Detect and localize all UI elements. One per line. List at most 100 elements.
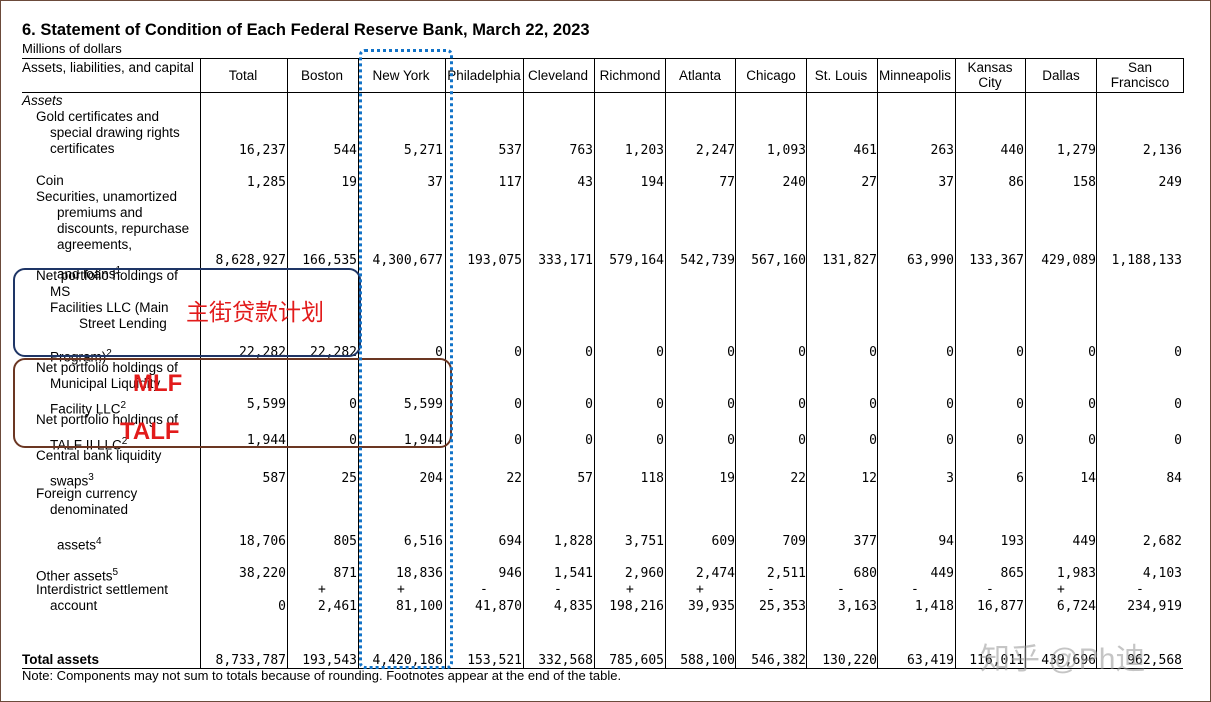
column-divider (523, 58, 524, 669)
cell-other: 2,960 (624, 566, 664, 581)
row-label-foreign: denominated (50, 502, 129, 517)
row-label-securities: discounts, repurchase (57, 221, 190, 236)
footnote-marker: 1 (115, 265, 122, 276)
subtitle: Millions of dollars (22, 41, 122, 56)
cell-securities: 63,990 (907, 253, 954, 268)
settlement-sign: + (626, 582, 634, 597)
footnote-marker: 2 (121, 436, 128, 447)
row-label-swaps: Central bank liquidity (36, 448, 162, 463)
row-label-securities: and loans1 (57, 265, 122, 282)
column-header: Kansas City (967, 60, 1013, 90)
page-title: 6. Statement of Condition of Each Federa… (22, 21, 590, 39)
cell-swaps: 25 (341, 471, 357, 486)
cell-total: 8,733,787 (215, 653, 286, 668)
talf-note-annotation: TALF (120, 418, 180, 445)
cell-talf: 0 (585, 433, 593, 448)
cell-settlement: 3,163 (837, 599, 877, 614)
footnote-marker: 4 (96, 536, 102, 547)
row-label-settlement: account (50, 598, 98, 613)
mlf-note-annotation: MLF (133, 370, 183, 397)
row-label-mlf: Facility LLC2 (50, 400, 127, 417)
row-label-gold: Gold certificates and (36, 109, 160, 124)
cell-settlement: 4,835 (553, 599, 593, 614)
cell-foreign: 377 (853, 534, 877, 549)
cell-coin: 27 (861, 175, 877, 190)
cell-gold: 5,271 (403, 143, 443, 158)
column-divider (665, 58, 666, 669)
table-note: Note: Components may not sum to totals b… (22, 668, 622, 683)
cell-securities: 133,367 (969, 253, 1024, 268)
cell-foreign: 1,828 (553, 534, 593, 549)
row-label-mlf: Net portfolio holdings of (36, 360, 178, 375)
cell-total: 332,568 (538, 653, 593, 668)
cell-talf: 1,944 (403, 433, 443, 448)
cell-other: 2,474 (695, 566, 735, 581)
cell-foreign: 709 (782, 534, 806, 549)
column-header: Atlanta (678, 67, 722, 83)
new-york-dotted-highlight (359, 49, 453, 669)
row-label-securities: premiums and (57, 205, 143, 220)
column-header: St. Louis (814, 67, 868, 83)
row-label-gold: special drawing rights (50, 125, 180, 140)
column-header: New York (372, 67, 430, 83)
cell-securities: 1,188,133 (1111, 253, 1182, 268)
settlement-sign: + (318, 582, 326, 597)
column-header: San Francisco (1110, 60, 1170, 90)
cell-foreign: 94 (938, 534, 954, 549)
cell-talf: 0 (656, 433, 664, 448)
cell-settlement: 2,461 (317, 599, 357, 614)
settlement-sign: - (554, 582, 562, 597)
column-header: Cleveland (527, 67, 589, 83)
row-label-swaps: swaps3 (50, 472, 94, 489)
cell-swaps: 22 (790, 471, 806, 486)
cell-coin: 37 (938, 175, 954, 190)
cell-gold: 544 (333, 143, 357, 158)
cell-mlf: 0 (1174, 397, 1182, 412)
cell-mlf: 0 (1088, 397, 1096, 412)
settlement-sign: - (911, 582, 919, 597)
settlement-sign: + (397, 582, 405, 597)
cell-other: 871 (333, 566, 357, 581)
cell-other: 1,541 (553, 566, 593, 581)
row-label-ms: MS (50, 284, 71, 299)
settlement-sign: + (696, 582, 704, 597)
column-divider (735, 58, 736, 669)
table-bottom-rule (22, 668, 1183, 669)
column-header: Total (228, 67, 258, 83)
cell-talf: 0 (349, 433, 357, 448)
cell-talf: 1,944 (246, 433, 286, 448)
cell-other: 38,220 (239, 566, 286, 581)
cell-coin: 117 (498, 175, 522, 190)
footnote-marker: 2 (120, 400, 127, 411)
footnote-marker: 5 (112, 567, 119, 578)
row-label-total: Total assets (22, 652, 100, 667)
row-label-gold: certificates (50, 141, 115, 156)
cell-securities: 429,089 (1041, 253, 1096, 268)
cell-settlement: 81,100 (396, 599, 443, 614)
cell-foreign: 694 (498, 534, 522, 549)
cell-coin: 158 (1072, 175, 1096, 190)
cell-gold: 1,203 (624, 143, 664, 158)
cell-total: 116,011 (969, 653, 1024, 668)
cell-ms: 0 (798, 345, 806, 360)
column-header: Philadelphia (447, 67, 521, 83)
cell-swaps: 204 (419, 471, 443, 486)
cell-total: 193,543 (302, 653, 357, 668)
cell-foreign: 609 (711, 534, 735, 549)
column-header: Dallas (1042, 67, 1080, 83)
row-label-talf: TALF II LLC2 (50, 436, 128, 453)
cell-foreign: 18,706 (239, 534, 286, 549)
cell-talf: 0 (798, 433, 806, 448)
cell-other: 865 (1000, 566, 1024, 581)
cell-foreign: 193 (1000, 534, 1024, 549)
cell-gold: 2,247 (695, 143, 735, 158)
cell-ms: 0 (869, 345, 877, 360)
row-label-securities: agreements, (57, 237, 133, 252)
cell-coin: 194 (640, 175, 664, 190)
cell-mlf: 0 (727, 397, 735, 412)
cell-total: 153,521 (467, 653, 522, 668)
cell-talf: 0 (1174, 433, 1182, 448)
cell-securities: 193,075 (467, 253, 522, 268)
cell-total: 546,382 (751, 653, 806, 668)
row-label-ms: Net portfolio holdings of (36, 268, 178, 283)
